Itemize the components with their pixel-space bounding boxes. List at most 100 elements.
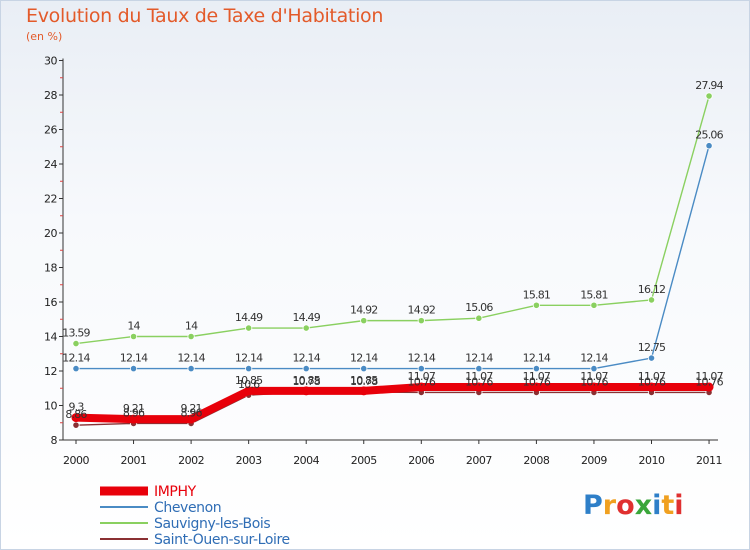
data-label-chevenon: 12.14 xyxy=(292,352,320,365)
data-label-chevenon: 12.14 xyxy=(235,352,263,365)
data-label-imphy: 9.21 xyxy=(123,402,144,415)
x-tick-label: 2001 xyxy=(121,454,147,467)
data-label-sauvigny-les-bois: 15.06 xyxy=(465,301,493,314)
data-point-sauvigny-les-bois xyxy=(475,314,483,322)
y-tick-label: 20 xyxy=(44,227,57,240)
data-point-chevenon xyxy=(72,364,80,373)
logo-letter: t xyxy=(661,490,675,521)
y-tick-label: 12 xyxy=(44,365,57,378)
data-label-imphy: 11.07 xyxy=(695,370,723,383)
data-label-sauvigny-les-bois: 14.49 xyxy=(235,311,263,324)
data-label-saint-ouen-sur-loire: 8.96 xyxy=(180,406,202,419)
legend-label-chevenon: Chevenon xyxy=(154,500,221,516)
data-label-sauvigny-les-bois: 14.92 xyxy=(408,304,436,317)
x-tick-label: 2000 xyxy=(63,454,89,467)
data-point-sauvigny-les-bois xyxy=(302,324,310,332)
data-label-saint-ouen-sur-loire: 10.76 xyxy=(580,375,608,388)
data-point-chevenon xyxy=(129,364,138,373)
y-tick-label: 22 xyxy=(44,193,57,206)
data-point-chevenon xyxy=(302,364,310,373)
data-point-imphy xyxy=(71,413,81,423)
logo-letter: P xyxy=(583,490,603,521)
data-label-imphy: 11.07 xyxy=(465,370,493,383)
data-label-chevenon: 12.14 xyxy=(350,352,378,365)
data-point-chevenon xyxy=(647,354,656,362)
x-tick-label: 2010 xyxy=(639,454,665,467)
data-label-sauvigny-les-bois: 27.94 xyxy=(695,79,723,92)
x-tick-label: 2005 xyxy=(351,454,377,467)
data-point-sauvigny-les-bois xyxy=(417,317,425,325)
data-point-sauvigny-les-bois xyxy=(590,301,598,309)
x-tick-label: 2008 xyxy=(523,454,549,467)
data-point-imphy xyxy=(474,382,484,392)
data-label-saint-ouen-sur-loire: 10.78 xyxy=(350,375,378,388)
data-point-imphy xyxy=(531,382,541,392)
x-tick-label: 2007 xyxy=(466,454,492,467)
data-labels-layer: 8.86 8.96 8.96 10.6 10.78 10.78 10.76 10.76 10.7… xyxy=(62,79,724,421)
legend-label-imphy: IMPHY xyxy=(154,484,197,500)
data-label-chevenon: 12.14 xyxy=(523,352,551,365)
proxiti-logo: Proxiti xyxy=(583,490,684,521)
data-label-imphy: 11.07 xyxy=(580,370,608,383)
data-label-sauvigny-les-bois: 16.12 xyxy=(638,283,666,296)
data-label-sauvigny-les-bois: 15.81 xyxy=(580,288,608,301)
series-line-imphy xyxy=(72,383,714,424)
data-label-imphy: 10.85 xyxy=(292,374,320,387)
data-point-sauvigny-les-bois xyxy=(245,324,253,332)
y-tick-label: 10 xyxy=(44,400,57,413)
data-label-saint-ouen-sur-loire: 10.76 xyxy=(695,375,723,388)
data-label-chevenon: 12.14 xyxy=(580,352,608,365)
data-point-chevenon xyxy=(360,364,368,373)
data-point-chevenon xyxy=(532,364,541,373)
y-tick-label: 24 xyxy=(44,158,57,171)
data-label-chevenon: 25.06 xyxy=(695,129,723,142)
data-point-imphy xyxy=(244,386,254,396)
data-label-saint-ouen-sur-loire: 10.76 xyxy=(465,375,493,388)
data-point-imphy xyxy=(359,386,369,396)
data-point-sauvigny-les-bois xyxy=(532,301,541,309)
data-point-imphy xyxy=(129,414,139,424)
y-tick-label: 16 xyxy=(44,296,57,309)
x-tick-label: 2009 xyxy=(581,454,607,467)
data-label-imphy: 11.07 xyxy=(638,370,666,383)
logo-letter: i xyxy=(674,490,684,521)
data-label-saint-ouen-sur-loire: 10.76 xyxy=(408,375,436,388)
data-label-saint-ouen-sur-loire: 8.96 xyxy=(123,406,145,419)
data-point-sauvigny-les-bois xyxy=(360,317,368,325)
data-point-chevenon xyxy=(475,364,483,373)
data-point-chevenon xyxy=(187,364,195,373)
logo-letter: o xyxy=(616,490,635,521)
legend-label-sauvigny-les-bois: Sauvigny-les-Bois xyxy=(154,516,270,532)
chart-axes: 8 10 12 14 16 18 20 22 24 26 28 30 2000 2001 2002 2003 2… xyxy=(44,55,723,468)
data-label-imphy: 10.85 xyxy=(350,374,378,387)
data-label-saint-ouen-sur-loire: 10.6 xyxy=(238,378,260,391)
x-tick-label: 2011 xyxy=(696,454,722,467)
data-label-imphy: 9.3 xyxy=(68,401,84,414)
data-label-sauvigny-les-bois: 15.81 xyxy=(523,288,551,301)
data-label-saint-ouen-sur-loire: 8.86 xyxy=(65,408,87,421)
chart-unit: (en %) xyxy=(26,30,63,43)
series-line-chevenon xyxy=(75,145,710,370)
data-label-sauvigny-les-bois: 14 xyxy=(127,320,140,333)
data-point-imphy xyxy=(647,382,656,392)
y-tick-label: 28 xyxy=(44,89,57,102)
data-label-chevenon: 12.14 xyxy=(465,352,493,365)
data-label-imphy: 9.21 xyxy=(180,402,201,415)
logo-letter: x xyxy=(634,490,653,521)
data-point-saint-ouen-sur-loire xyxy=(72,421,80,429)
chart-title: Evolution du Taux de Taxe d'Habitation xyxy=(26,5,384,27)
data-label-imphy: 11.07 xyxy=(408,370,436,383)
data-label-sauvigny-les-bois: 14 xyxy=(185,320,198,333)
data-label-chevenon: 12.14 xyxy=(408,352,436,365)
data-point-sauvigny-les-bois xyxy=(129,332,138,341)
series-layer xyxy=(71,92,714,429)
y-tick-label: 30 xyxy=(44,55,57,68)
data-label-saint-ouen-sur-loire: 10.76 xyxy=(523,375,551,388)
x-tick-label: 2006 xyxy=(408,454,434,467)
data-point-sauvigny-les-bois xyxy=(647,296,656,304)
data-label-chevenon: 12.14 xyxy=(62,352,90,365)
y-tick-label: 14 xyxy=(44,331,57,344)
data-point-imphy xyxy=(589,382,599,392)
